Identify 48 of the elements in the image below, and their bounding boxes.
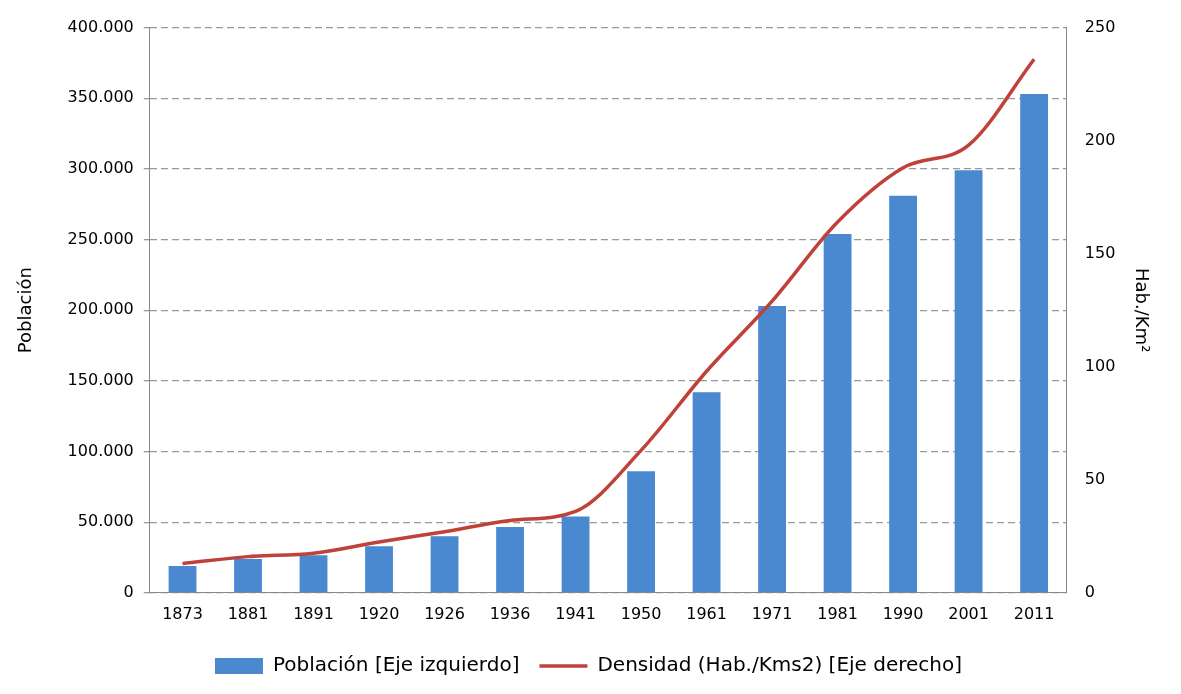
y-axis-title: Población: [14, 267, 36, 354]
x-tick-label: 1936: [489, 603, 531, 623]
bar: [168, 565, 197, 593]
bar: [954, 170, 983, 593]
x-tick-label: 1926: [424, 603, 465, 623]
y2-tick-label: 0: [1084, 581, 1096, 601]
y2-tick-label: 100: [1084, 355, 1116, 375]
x-tick-label: 1891: [293, 603, 334, 623]
y-tick-label: 200.000: [67, 299, 134, 319]
bar: [561, 516, 590, 593]
x-tick-label: 1881: [227, 603, 269, 623]
bar: [758, 305, 786, 593]
bar: [430, 536, 459, 593]
y2-axis-title: Hab./Km²: [1131, 268, 1153, 353]
x-tick-label: 1950: [620, 603, 662, 623]
y-tick-label: 300.000: [67, 158, 134, 178]
y-tick-label: 50.000: [77, 511, 134, 531]
y2-tick-label: 250: [1084, 16, 1116, 36]
y-tick-label: 0: [123, 581, 134, 601]
y2-tick-label: 200: [1084, 129, 1116, 149]
bar: [1020, 94, 1049, 593]
x-tick-label: 1873: [162, 603, 203, 623]
bar: [234, 558, 262, 593]
x-tick-label: 1990: [882, 603, 924, 623]
y-tick-label: 250.000: [67, 228, 134, 248]
x-tick-label: 1981: [817, 603, 858, 623]
y-tick-label: 350.000: [67, 87, 134, 107]
x-tick-label: 2011: [1013, 603, 1055, 623]
legend-label: Población [Eje izquierdo]: [272, 652, 520, 677]
bar: [823, 233, 852, 593]
bar: [496, 527, 524, 593]
x-tick-label: 2001: [948, 603, 989, 623]
x-tick-label: 1961: [686, 603, 727, 623]
bar: [299, 555, 328, 593]
line-series: [180, 57, 1036, 566]
x-tick-label: 1920: [358, 603, 400, 623]
x-tick-label: 1941: [555, 603, 596, 623]
bar: [889, 195, 918, 593]
y-tick-label: 150.000: [67, 370, 134, 390]
x-tick-label: 1971: [751, 603, 793, 623]
bar: [627, 471, 655, 593]
y2-tick-label: 150: [1084, 242, 1116, 262]
bar: [692, 392, 721, 593]
y-tick-label: 400.000: [67, 16, 134, 36]
y-tick-label: 100.000: [67, 440, 134, 460]
y2-tick-label: 50: [1084, 468, 1106, 488]
bar: [365, 546, 393, 593]
legend-label: Densidad (Hab./Kms2) [Eje derecho]: [597, 652, 963, 677]
